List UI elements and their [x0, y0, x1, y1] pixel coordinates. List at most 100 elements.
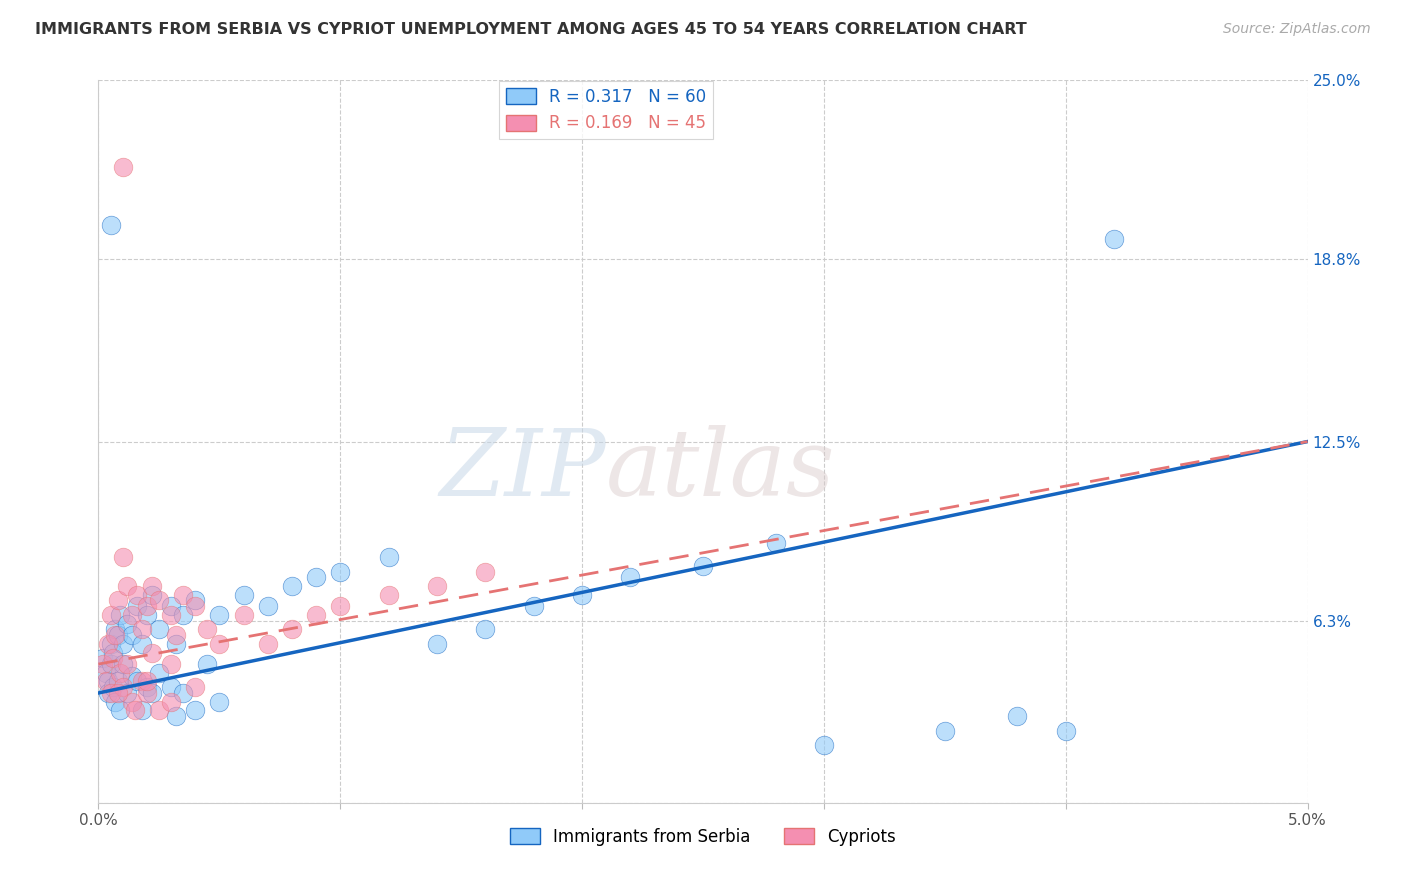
Point	[135, 607, 157, 622]
Point	[172, 607, 194, 622]
Point	[127, 599, 149, 614]
Point	[117, 616, 139, 631]
Point	[107, 593, 129, 607]
Point	[165, 709, 187, 723]
Point	[195, 623, 218, 637]
Point	[160, 607, 183, 622]
Point	[184, 593, 207, 607]
Point	[377, 550, 399, 565]
Point	[121, 695, 143, 709]
Point	[765, 535, 787, 549]
Point	[104, 695, 127, 709]
Point	[107, 674, 129, 689]
Point	[104, 623, 127, 637]
Point	[474, 565, 496, 579]
Point	[141, 579, 163, 593]
Point	[619, 570, 641, 584]
Legend: Immigrants from Serbia, Cypriots: Immigrants from Serbia, Cypriots	[503, 821, 903, 852]
Point	[329, 565, 352, 579]
Point	[165, 637, 187, 651]
Point	[131, 674, 153, 689]
Point	[101, 680, 124, 694]
Point	[184, 599, 207, 614]
Point	[256, 637, 278, 651]
Point	[305, 570, 328, 584]
Point	[101, 651, 124, 665]
Point	[141, 588, 163, 602]
Point	[281, 623, 304, 637]
Point	[121, 628, 143, 642]
Point	[117, 579, 139, 593]
Point	[934, 723, 956, 738]
Point	[100, 686, 122, 700]
Point	[108, 703, 131, 717]
Point	[208, 695, 231, 709]
Point	[121, 668, 143, 682]
Point	[232, 607, 254, 622]
Point	[135, 686, 157, 700]
Point	[127, 674, 149, 689]
Point	[91, 651, 114, 665]
Point	[1054, 723, 1077, 738]
Point	[97, 686, 120, 700]
Point	[160, 599, 183, 614]
Point	[100, 607, 122, 622]
Point	[172, 588, 194, 602]
Point	[184, 703, 207, 717]
Point	[523, 599, 546, 614]
Point	[172, 686, 194, 700]
Point	[195, 657, 218, 671]
Point	[108, 665, 131, 680]
Point	[94, 665, 117, 680]
Point	[108, 607, 131, 622]
Point	[148, 665, 170, 680]
Point	[148, 703, 170, 717]
Point	[100, 637, 122, 651]
Point	[111, 550, 134, 565]
Point	[121, 607, 143, 622]
Point	[111, 657, 134, 671]
Point	[208, 607, 231, 622]
Point	[107, 686, 129, 700]
Point	[1102, 232, 1125, 246]
Point	[426, 579, 449, 593]
Point	[281, 579, 304, 593]
Point	[101, 646, 124, 660]
Point	[131, 623, 153, 637]
Point	[135, 599, 157, 614]
Point	[117, 686, 139, 700]
Point	[329, 599, 352, 614]
Point	[184, 680, 207, 694]
Point	[97, 637, 120, 651]
Point	[813, 738, 835, 752]
Point	[692, 558, 714, 573]
Point	[208, 637, 231, 651]
Point	[571, 588, 593, 602]
Point	[124, 703, 146, 717]
Text: ZIP: ZIP	[440, 425, 606, 516]
Point	[474, 623, 496, 637]
Point	[232, 588, 254, 602]
Point	[107, 628, 129, 642]
Point	[100, 657, 122, 671]
Text: atlas: atlas	[606, 425, 835, 516]
Point	[111, 680, 134, 694]
Point	[141, 686, 163, 700]
Point	[127, 588, 149, 602]
Point	[135, 680, 157, 694]
Point	[305, 607, 328, 622]
Point	[1007, 709, 1029, 723]
Text: IMMIGRANTS FROM SERBIA VS CYPRIOT UNEMPLOYMENT AMONG AGES 45 TO 54 YEARS CORRELA: IMMIGRANTS FROM SERBIA VS CYPRIOT UNEMPL…	[35, 22, 1026, 37]
Point	[104, 628, 127, 642]
Point	[256, 599, 278, 614]
Point	[111, 637, 134, 651]
Point	[117, 657, 139, 671]
Text: Source: ZipAtlas.com: Source: ZipAtlas.com	[1223, 22, 1371, 37]
Point	[131, 637, 153, 651]
Point	[100, 218, 122, 232]
Point	[97, 674, 120, 689]
Point	[111, 160, 134, 174]
Point	[94, 674, 117, 689]
Point	[91, 657, 114, 671]
Point	[165, 628, 187, 642]
